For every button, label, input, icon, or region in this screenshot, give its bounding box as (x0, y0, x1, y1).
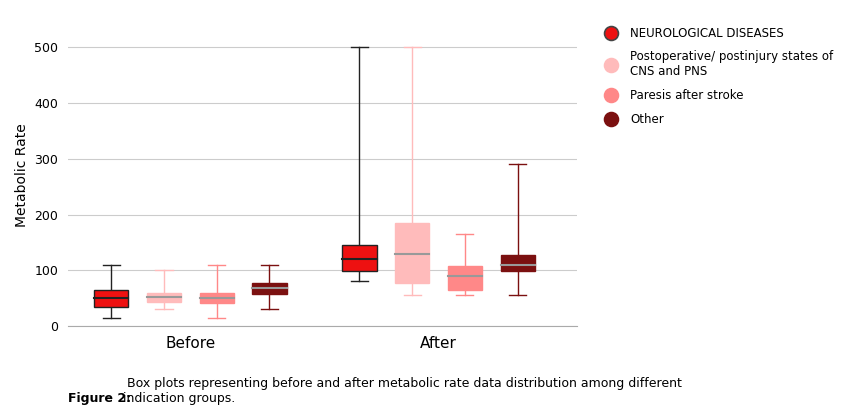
Text: Box plots representing before and after metabolic rate data distribution among d: Box plots representing before and after … (123, 377, 682, 405)
Bar (395, 223, 429, 283)
Bar (500, 255, 535, 271)
Bar (448, 266, 482, 290)
Text: Figure 2:: Figure 2: (68, 393, 131, 405)
Bar (253, 283, 287, 294)
Bar (199, 293, 234, 303)
Y-axis label: Metabolic Rate: Metabolic Rate (14, 124, 29, 227)
Legend: NEUROLOGICAL DISEASES, Postoperative/ postinjury states of
CNS and PNS, Paresis : NEUROLOGICAL DISEASES, Postoperative/ po… (600, 27, 834, 126)
Bar (343, 245, 377, 271)
Bar (147, 293, 181, 301)
Bar (94, 290, 128, 306)
